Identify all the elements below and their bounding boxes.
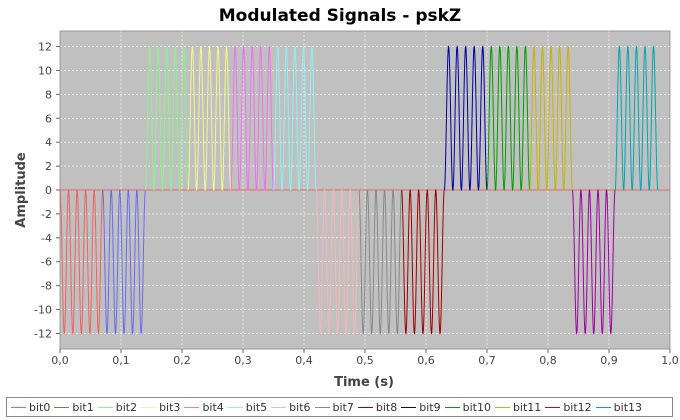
- series-line-bit13: [614, 45, 659, 192]
- x-tick-label: 0,6: [417, 354, 435, 367]
- legend-label: bit0: [29, 400, 51, 414]
- legend-item-bit11: bit11: [494, 400, 542, 414]
- x-axis-label: Time (s): [334, 375, 394, 390]
- legend-label: bit12: [563, 400, 592, 414]
- y-tick-label: 8: [45, 88, 52, 101]
- series-line-bit2: [144, 45, 189, 192]
- series-line-bit5: [273, 45, 317, 192]
- x-tick-label: 0,0: [51, 354, 69, 367]
- series-line-bit7: [358, 188, 403, 335]
- y-tick-label: -4: [41, 232, 52, 245]
- y-tick-label: -10: [34, 304, 52, 317]
- legend-item-bit4: bit4: [184, 400, 224, 414]
- y-tick-label: 6: [45, 112, 52, 125]
- x-tick-label: 0,4: [295, 354, 313, 367]
- series-line-bit8: [401, 188, 445, 335]
- x-axis-ticks: 0,0 0,1 0,2 0,3 0,4 0,5 0,6 0,7 0,8 0,9 1,0: [51, 349, 679, 367]
- legend-swatch: [184, 406, 200, 408]
- legend-label: bit1: [72, 400, 94, 414]
- legend-item-bit8: bit8: [357, 400, 398, 414]
- y-axis-label: Amplitude: [14, 152, 29, 228]
- y-tick-label: 10: [38, 64, 52, 77]
- legend-swatch: [314, 406, 330, 408]
- legend-item-bit0: bit0: [11, 401, 50, 414]
- legend-swatch: [97, 406, 113, 408]
- series-line-bit12: [571, 188, 616, 335]
- x-tick-label: 0,9: [600, 354, 618, 367]
- legend-item-bit10: bit10: [444, 400, 491, 414]
- legend-item-bit5: bit5: [227, 400, 268, 414]
- series-line-bit11: [529, 45, 573, 192]
- y-tick-label: 12: [38, 41, 52, 54]
- legend-swatch: [545, 406, 561, 408]
- series-line-bit0: [59, 188, 104, 335]
- legend-label: bit5: [245, 400, 268, 414]
- series-group: [59, 45, 659, 335]
- x-tick-label: 0,8: [539, 354, 557, 367]
- chart-title: Modulated Signals - pskZ: [219, 6, 461, 26]
- y-tick-label: 4: [45, 136, 52, 149]
- legend-swatch: [54, 406, 70, 408]
- series-line-bit1: [102, 188, 146, 335]
- legend-swatch: [271, 406, 287, 408]
- x-tick-label: 1,0: [661, 354, 679, 367]
- legend-label: bit7: [332, 400, 354, 414]
- legend-label: bit4: [202, 400, 224, 414]
- legend-swatch: [444, 406, 460, 408]
- legend-item-bit1: bit1: [54, 400, 94, 414]
- legend-swatch: [227, 406, 243, 408]
- x-tick-label: 0,2: [173, 354, 191, 367]
- legend-swatch: [11, 406, 26, 408]
- legend: bit0 bit1 bit2 bit3 bit4 bit5 bit6 bit7 bit8 bit9…: [6, 397, 673, 417]
- series-line-bit4: [230, 45, 274, 192]
- legend-label: bit3: [159, 400, 181, 414]
- legend-label: bit8: [375, 400, 398, 414]
- legend-item-bit6: bit6: [271, 400, 311, 414]
- y-tick-label: -12: [34, 327, 52, 340]
- legend-swatch: [357, 406, 373, 408]
- legend-swatch: [595, 406, 611, 408]
- series-line-bit3: [187, 45, 232, 192]
- x-tick-label: 0,3: [234, 354, 252, 367]
- legend-label: bit9: [419, 400, 441, 414]
- legend-label: bit11: [512, 400, 542, 414]
- legend-item-bit3: bit3: [141, 401, 180, 414]
- series-line-bit6: [315, 188, 360, 335]
- chart: Modulated Signals - pskZ 0,0 0,1 0,2 0,3 0,4…: [14, 6, 679, 390]
- legend-item-bit9: bit9: [401, 400, 441, 414]
- y-tick-label: -6: [41, 256, 52, 269]
- legend-item-bit12: bit12: [545, 400, 592, 414]
- series-line-bit10: [486, 45, 531, 192]
- legend-label: bit13: [613, 400, 643, 414]
- series-line-bit9: [443, 45, 488, 192]
- legend-swatch: [141, 406, 157, 408]
- x-tick-label: 0,7: [478, 354, 496, 367]
- legend-swatch: [494, 406, 510, 408]
- legend-label: bit2: [115, 400, 138, 414]
- legend-label: bit6: [289, 400, 311, 414]
- legend-swatch: [401, 406, 417, 408]
- y-tick-label: 0: [45, 184, 52, 197]
- y-tick-label: 2: [45, 160, 52, 173]
- legend-label: bit10: [462, 400, 491, 414]
- y-tick-label: -8: [41, 280, 52, 293]
- legend-item-bit2: bit2: [97, 400, 138, 414]
- x-tick-label: 0,1: [112, 354, 130, 367]
- x-tick-label: 0,5: [356, 354, 374, 367]
- legend-item-bit13: bit13: [595, 400, 643, 414]
- y-axis-ticks: 12 10 8 6 4 2 0 -2 -4 -6 -8 -10 -12: [34, 41, 60, 340]
- y-tick-label: -2: [41, 208, 52, 221]
- legend-item-bit7: bit7: [314, 400, 354, 414]
